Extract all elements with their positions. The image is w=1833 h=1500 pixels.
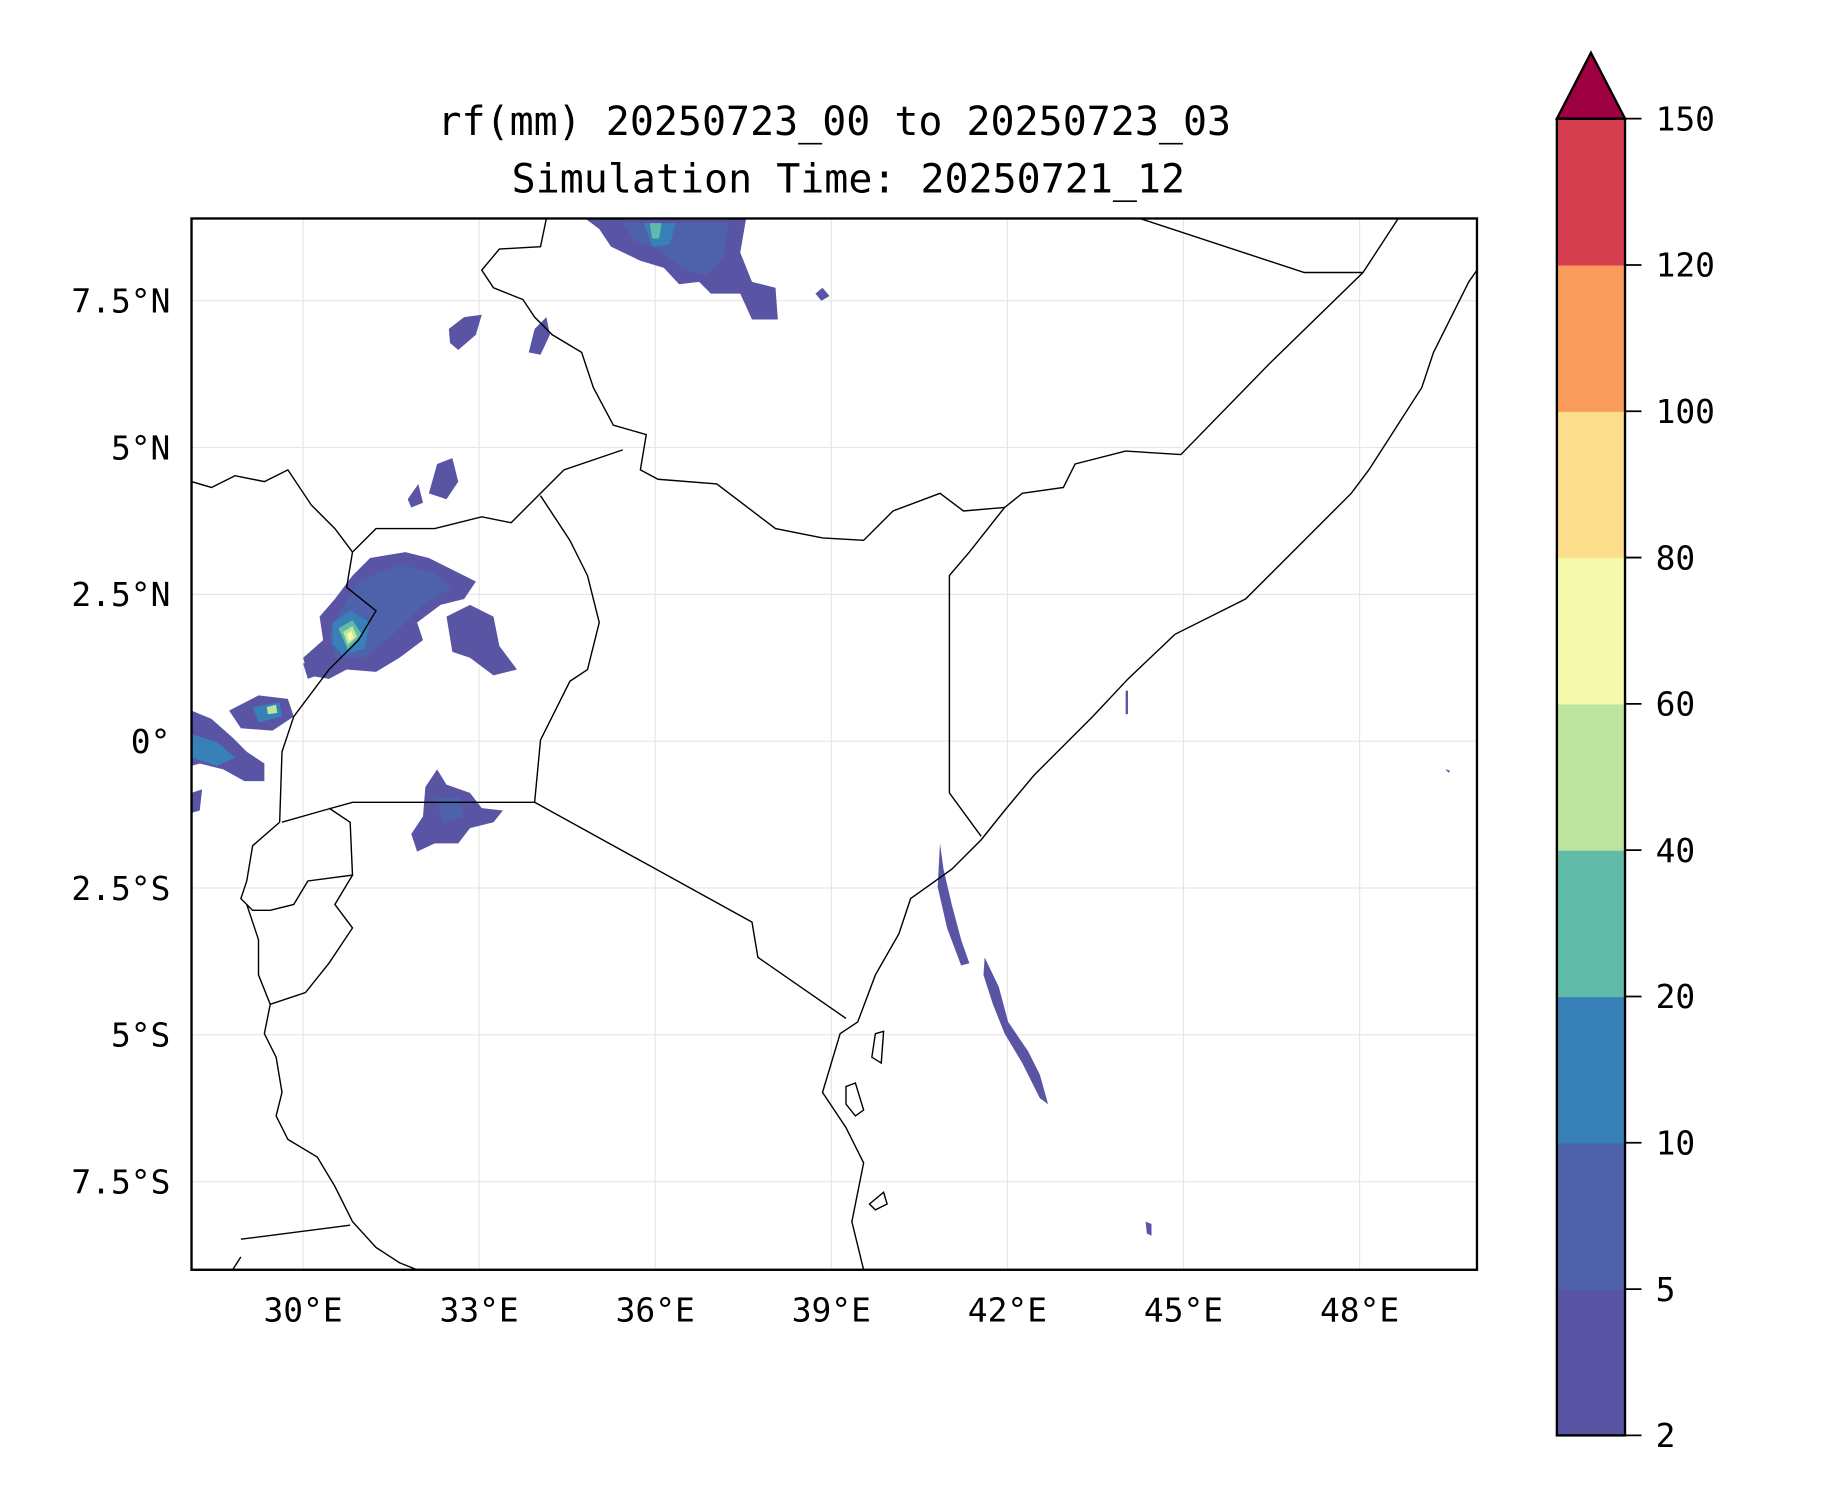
rain-area-ethiopia [585, 218, 778, 320]
rain-area-west-edge [191, 710, 265, 782]
x-tick-label: 45°E [1144, 1290, 1223, 1329]
rain-cell [346, 630, 354, 642]
x-tick-label: 33°E [440, 1290, 519, 1329]
colorbar-tick-label: 120 [1656, 246, 1715, 285]
colorbar-segment [1556, 118, 1626, 266]
x-tick-label: 30°E [263, 1290, 342, 1329]
y-tick-label: 7.5°S [71, 1162, 170, 1201]
colorbar-tick-label: 150 [1656, 99, 1715, 138]
title-line-1: rf(mm) 20250723_00 to 20250723_03 [437, 99, 1231, 145]
y-tick-label: 7.5°N [71, 281, 170, 320]
x-tick-label: 48°E [1320, 1290, 1399, 1329]
y-axis-ticks: 7.5°N 5°N 2.5°N 0° 2.5°S 5°S 7.5°S [71, 281, 170, 1201]
border-ethiopia-somalia [948, 218, 1399, 837]
border-lake-tanganyika [246, 904, 418, 1270]
rain-cell [446, 604, 517, 676]
colorbar-segment [1556, 996, 1626, 1144]
coastline-east-africa [821, 269, 1477, 1270]
border-kenya-ethiopia [480, 218, 1005, 542]
colorbar-segment [1556, 557, 1626, 705]
rain-cell [649, 223, 662, 239]
colorbar-segment [1556, 1142, 1626, 1290]
rainfall-contours [191, 218, 1450, 1236]
x-tick-label: 36°E [616, 1290, 695, 1329]
rain-speck [1445, 769, 1450, 773]
colorbar-segment [1556, 1289, 1626, 1436]
colorbar-extend-arrow [1554, 50, 1627, 120]
rain-band-offshore [983, 957, 1049, 1105]
y-tick-label: 2.5°S [71, 869, 170, 908]
rain-cell [407, 483, 423, 508]
rain-cell [191, 734, 235, 766]
rain-band-coast [937, 843, 970, 966]
rain-cell [815, 287, 830, 301]
border-kenya-tanzania [534, 801, 847, 1019]
border-lake-victoria [281, 801, 535, 823]
colorbar-tick-label: 80 [1656, 538, 1696, 577]
border-rwanda-burundi [240, 807, 354, 912]
x-tick-label: 42°E [968, 1290, 1047, 1329]
border-uganda-drc [278, 551, 377, 823]
x-axis-ticks: 30°E 33°E 36°E 39°E 42°E 45°E 48°E [263, 1290, 1399, 1329]
y-tick-label: 5°N [111, 428, 170, 467]
y-tick-label: 0° [131, 722, 171, 761]
rain-speck [1145, 1221, 1152, 1236]
border-somaliland [1139, 218, 1363, 274]
island-mafia [845, 1082, 865, 1117]
border-sw-corner [232, 1256, 242, 1270]
x-tick-label: 39°E [792, 1290, 871, 1329]
border-zambia [240, 1224, 351, 1240]
colorbar-segment [1556, 703, 1626, 851]
map-axes-frame [190, 217, 1479, 1271]
country-borders [191, 218, 1477, 1270]
rain-cell [428, 458, 459, 500]
rain-cell [303, 657, 327, 679]
colorbar-segment [1556, 264, 1626, 412]
y-tick-label: 2.5°N [71, 575, 170, 614]
gridlines [191, 218, 1477, 1270]
rain-cell [266, 704, 278, 715]
colorbar-tick-label: 20 [1656, 977, 1696, 1016]
colorbar-frame [1555, 117, 1627, 1437]
border-kenya-uganda [533, 495, 600, 803]
border-tanzania-west [270, 874, 354, 1005]
colorbar-segment [1556, 850, 1626, 998]
colorbar-tick-label: 10 [1656, 1124, 1696, 1163]
island-zanzibar [871, 1030, 885, 1065]
title-line-2: Simulation Time: 20250721_12 [512, 157, 1185, 203]
island-south [868, 1191, 888, 1211]
rain-cell [191, 789, 203, 813]
colorbar: 2 5 10 20 40 60 80 100 120 150 [1554, 50, 1715, 1455]
border-south-sudan [191, 449, 623, 554]
colorbar-tick-label: 100 [1656, 392, 1715, 431]
rain-speck [1125, 690, 1128, 715]
colorbar-tick-label: 5 [1656, 1270, 1676, 1309]
colorbar-segment [1556, 411, 1626, 559]
colorbar-tick-label: 60 [1656, 685, 1696, 724]
rain-cell [448, 314, 482, 351]
y-tick-label: 5°S [111, 1016, 170, 1055]
colorbar-tick-label: 40 [1656, 831, 1696, 870]
colorbar-tick-label: 2 [1656, 1416, 1676, 1455]
